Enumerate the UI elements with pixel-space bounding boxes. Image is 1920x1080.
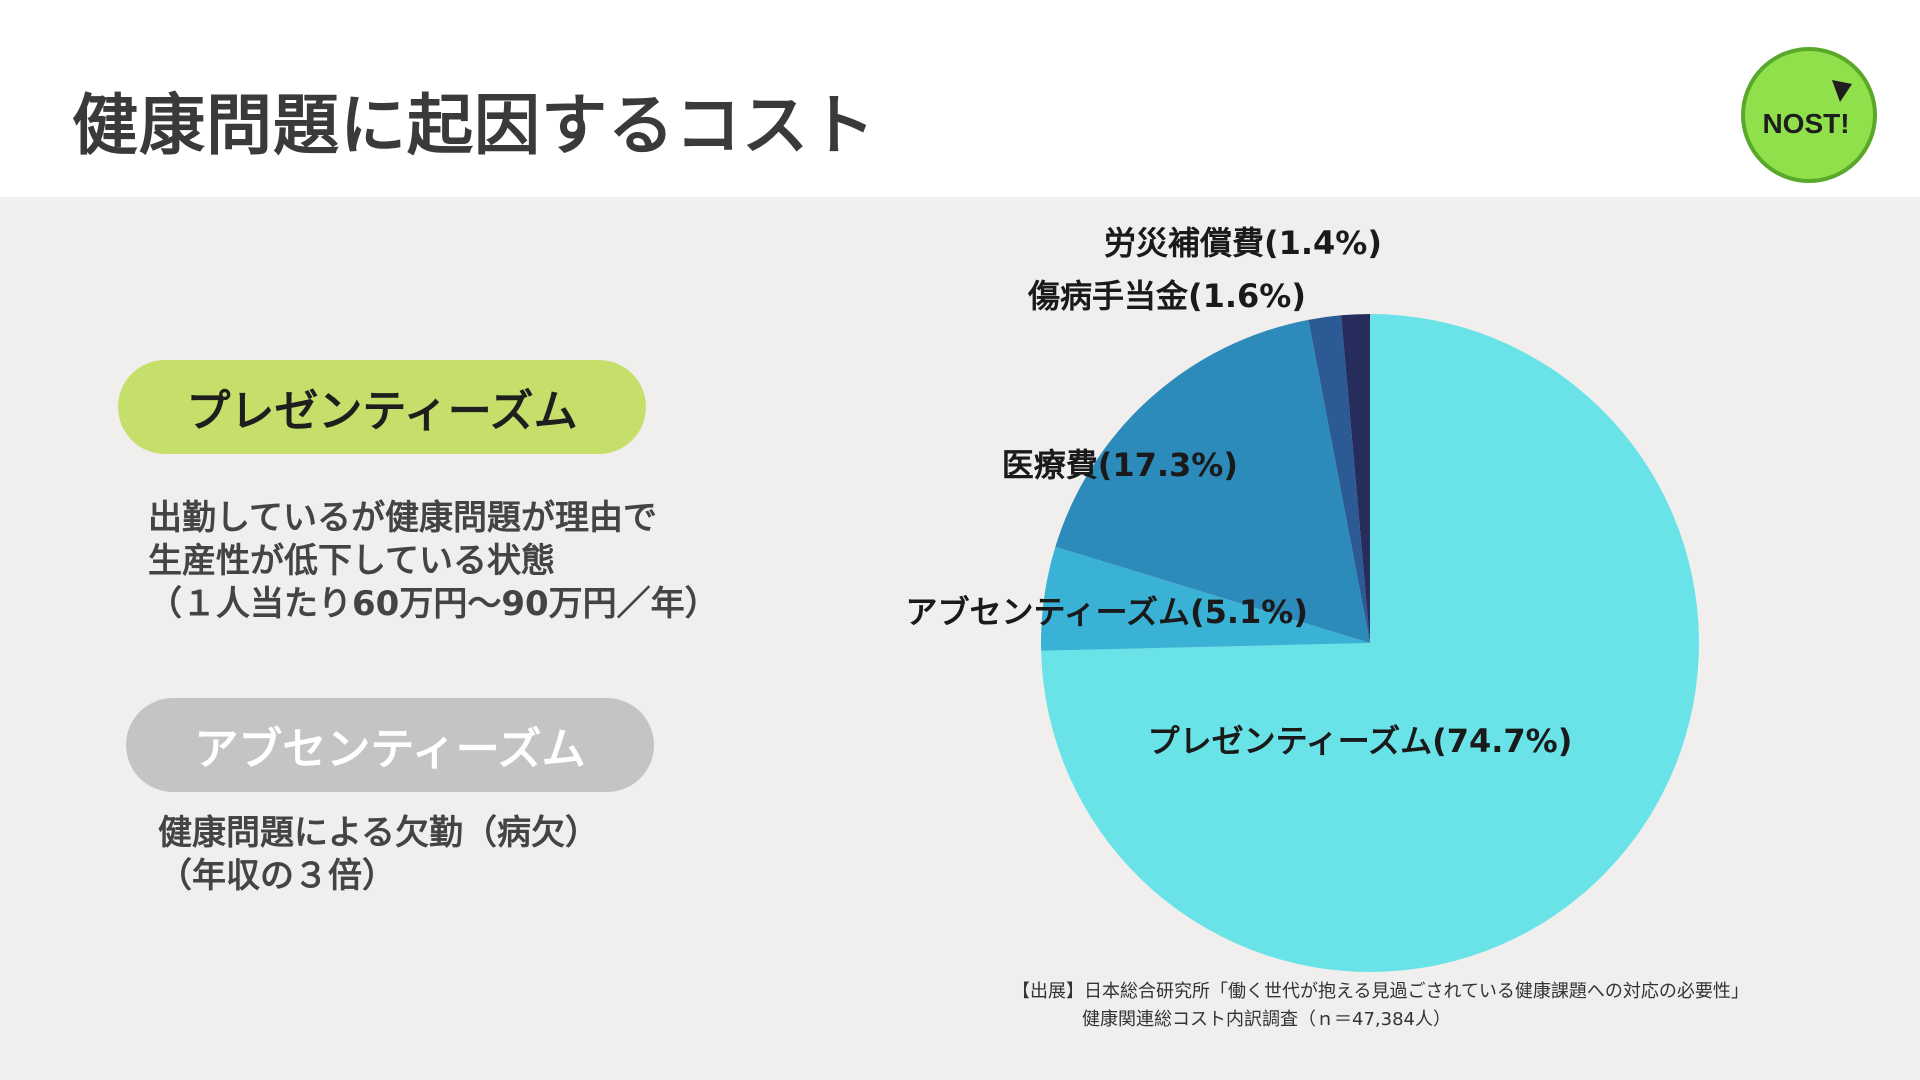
presenteeism-line: 生産性が低下している状態 <box>148 541 555 581</box>
absenteeism-line: （年収の３倍） <box>158 856 396 896</box>
presenteeism-line: （１人当たり60万円～90万円／年） <box>148 584 719 624</box>
source-line-2: 健康関連総コスト内訳調査（ｎ＝47,384人） <box>1082 1009 1451 1030</box>
pie-slice <box>1040 546 1370 651</box>
pie-slice <box>1041 314 1699 973</box>
source-line-1: 【出展】日本総合研究所「働く世代が抱える見過ごされている健康課題への対応の必要性… <box>1012 981 1749 1002</box>
pie-slice <box>1055 319 1370 643</box>
absenteeism-line: 健康問題による欠勤（病欠） <box>158 813 599 853</box>
presenteeism-pill: プレゼンティーズム <box>118 360 646 454</box>
presenteeism-description: 出勤しているが健康問題が理由で 生産性が低下している状態 （１人当たり60万円～… <box>148 497 719 626</box>
presenteeism-line: 出勤しているが健康問題が理由で <box>148 498 657 538</box>
source-note: 【出展】日本総合研究所「働く世代が抱える見過ごされている健康課題への対応の必要性… <box>1012 978 1749 1034</box>
slice-label: アブセンティーズム(5.1%) <box>906 593 1308 631</box>
absenteeism-pill: アブセンティーズム <box>126 698 654 792</box>
absenteeism-label: アブセンティーズム <box>194 724 586 775</box>
header-bar: 健康問題に起因するコスト NOST! <box>0 0 1920 197</box>
presenteeism-label: プレゼンティーズム <box>186 386 578 437</box>
pie-slice <box>1308 315 1370 643</box>
nost-logo: NOST! <box>1741 47 1877 183</box>
svg-text:NOST!: NOST! <box>1762 108 1849 139</box>
slice-label: 労災補償費(1.4%) <box>1104 224 1382 262</box>
slice-label: 医療費(17.3%) <box>1002 446 1238 484</box>
slice-label: 傷病手当金(1.6%) <box>1027 277 1306 315</box>
pie-slice <box>1341 314 1370 643</box>
absenteeism-description: 健康問題による欠勤（病欠） （年収の３倍） <box>158 812 599 898</box>
slice-label: プレゼンティーズム(74.7%) <box>1148 722 1573 760</box>
page-title: 健康問題に起因するコスト <box>72 87 876 164</box>
